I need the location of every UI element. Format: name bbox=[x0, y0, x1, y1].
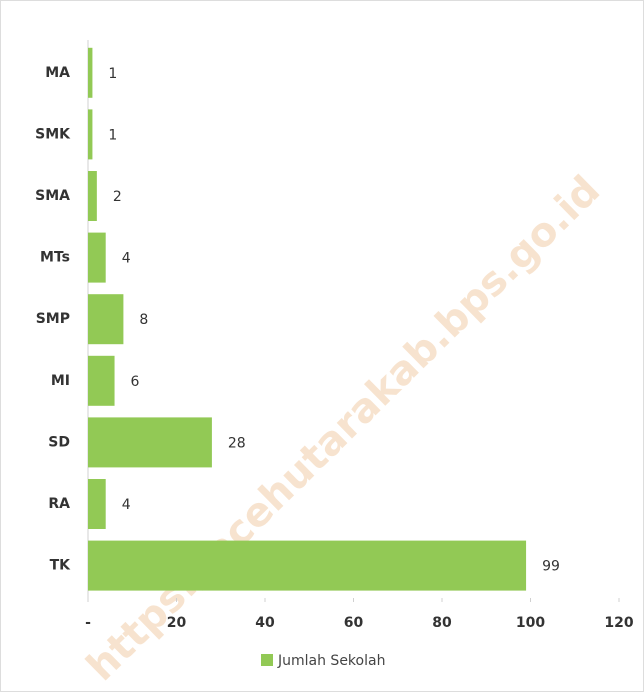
bar bbox=[88, 232, 106, 283]
y-tick-label: RA bbox=[48, 496, 70, 512]
data-label: 28 bbox=[228, 435, 246, 451]
data-label: 2 bbox=[113, 189, 122, 205]
data-label: 8 bbox=[139, 312, 148, 328]
x-tick-label: 80 bbox=[432, 615, 452, 631]
y-tick-label: SMA bbox=[35, 188, 70, 204]
legend-label: Jumlah Sekolah bbox=[277, 653, 385, 669]
y-tick-label: MI bbox=[51, 373, 70, 389]
bar bbox=[88, 479, 106, 529]
data-label: 4 bbox=[122, 251, 131, 267]
bar bbox=[88, 109, 93, 160]
y-tick-label: TK bbox=[50, 558, 72, 574]
x-tick-label: 20 bbox=[167, 615, 187, 631]
bar bbox=[88, 417, 212, 468]
y-tick-label: MTs bbox=[40, 250, 70, 266]
x-tick-label: 120 bbox=[604, 615, 633, 631]
data-label: 1 bbox=[108, 66, 117, 82]
bar bbox=[88, 294, 124, 345]
x-tick-label: 60 bbox=[344, 615, 364, 631]
x-tick-label: 100 bbox=[516, 615, 545, 631]
bar bbox=[88, 47, 93, 98]
bar bbox=[88, 540, 527, 591]
data-label: 1 bbox=[108, 127, 117, 143]
bar bbox=[88, 171, 97, 221]
bar bbox=[88, 355, 115, 406]
data-label: 99 bbox=[542, 559, 560, 575]
data-label: 6 bbox=[131, 374, 140, 390]
y-tick-label: SMP bbox=[36, 311, 70, 327]
y-tick-label: MA bbox=[45, 65, 70, 81]
y-tick-label: SD bbox=[48, 434, 70, 450]
x-tick-label: - bbox=[85, 615, 91, 631]
data-label: 4 bbox=[122, 497, 131, 513]
x-tick-label: 40 bbox=[255, 615, 275, 631]
y-tick-label: SMK bbox=[35, 126, 71, 142]
legend-swatch bbox=[261, 654, 273, 666]
